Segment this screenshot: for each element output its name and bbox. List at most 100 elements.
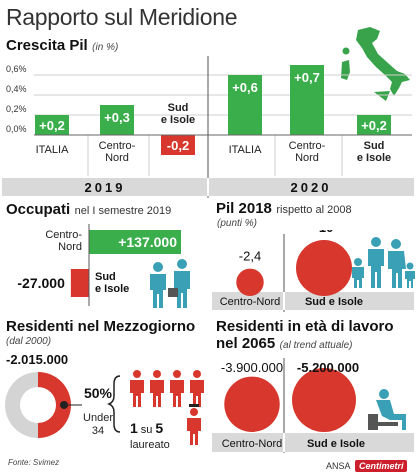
person-head	[371, 237, 381, 247]
category-band	[212, 292, 414, 310]
under34-age: 34	[92, 425, 104, 437]
residenti-mezzogiorno-subtitle: (dal 2000)	[6, 336, 52, 347]
category-label: Sud e Isole	[161, 102, 195, 126]
person-icon	[150, 370, 164, 407]
child-head	[406, 262, 414, 270]
person-icon	[190, 370, 204, 407]
sicily-shape	[374, 91, 390, 101]
category-label-line: Sud	[168, 102, 189, 114]
person-head	[133, 370, 141, 378]
category-label: Centro-Nord	[289, 140, 326, 164]
person-body	[368, 249, 384, 288]
pil2018-chart: -2,4 Centro-Nord -10 Sud e Isole	[212, 230, 415, 312]
child-body	[352, 267, 364, 288]
child-body	[405, 271, 415, 288]
category-label-line: e Isole	[357, 152, 391, 164]
worker-head	[177, 259, 187, 269]
bubble-value-label: -10	[315, 230, 334, 235]
bar-value-label: +0,2	[39, 118, 65, 133]
bar-value-label: +0,3	[104, 110, 130, 125]
person-body	[388, 251, 406, 288]
residenti-mezzogiorno-value: -2.015.000	[6, 352, 69, 367]
residenti-mezzogiorno-title: Residenti nel Mezzogiorno	[6, 318, 196, 335]
category-label-line: Centro-	[99, 140, 136, 152]
category-label-line: Sud	[95, 271, 116, 283]
category-label: Sud e Isole	[95, 271, 129, 295]
y-tick-label: 0,2%	[6, 104, 27, 114]
y-tick-label: 0,4%	[6, 84, 27, 94]
bar	[89, 230, 181, 254]
residenti-2065-title-line1: Residenti in età di lavoro	[216, 318, 394, 335]
chair-seat	[368, 422, 398, 426]
under34-label: Under	[83, 412, 113, 424]
category-label-line: Nord	[58, 241, 82, 253]
category-label: Centro-Nord	[45, 229, 82, 253]
bar-value-label: +0,7	[294, 70, 320, 85]
person-head	[379, 389, 389, 399]
person-icon	[130, 370, 144, 407]
corsica-shape	[342, 47, 350, 55]
category-label: Centro-Nord	[222, 438, 283, 450]
briefcase	[168, 288, 178, 297]
category-label-line: Nord	[105, 152, 129, 164]
bubble	[224, 376, 280, 432]
person-body	[170, 380, 184, 407]
laureati-one: 1	[130, 420, 138, 436]
year-label: 2020	[291, 180, 332, 195]
occupati-chart: +137.000 Centro-Nord -27.000 Sud e Isole	[17, 224, 190, 308]
bar-value-label: -0,2	[167, 138, 189, 153]
residenti-2065-chart: -3.900.000 Centro-Nord -5.200.000 Sud e Iso…	[212, 358, 414, 453]
crescita-chart: 0,6% 0,4% 0,2% 0,0% 2019 +0,2 ITALIA +0,3 Centro…	[2, 56, 414, 198]
bubble-value-label: -2,4	[239, 249, 261, 264]
pil2018-unit: (punti %)	[217, 218, 258, 229]
footer-brand: ANSA Centimetri	[326, 456, 408, 474]
person-head	[153, 370, 161, 378]
person-head	[391, 239, 401, 249]
person-head	[193, 370, 201, 378]
year-label: 2019	[85, 180, 126, 195]
person-body	[150, 380, 164, 407]
bar	[70, 269, 89, 297]
category-label-line: e Isole	[95, 283, 129, 295]
category-label: ITALIA	[36, 144, 69, 156]
footer-source: Fonte: Svimez	[8, 458, 60, 467]
occupati-subtitle: nel I semestre 2019	[74, 205, 172, 217]
seated-person-icon	[368, 389, 406, 430]
y-tick-label: 0,6%	[6, 64, 27, 74]
bar-value-label: +0,6	[232, 80, 258, 95]
category-label: Sud e Isole	[357, 140, 391, 164]
category-label: ITALIA	[229, 144, 262, 156]
person-head	[190, 408, 198, 416]
bar	[100, 105, 134, 135]
family-icon	[352, 237, 415, 288]
bar	[290, 65, 324, 135]
category-label-line: Sud	[364, 140, 385, 152]
pie-slice	[38, 372, 71, 438]
bar-value-label: +0,2	[361, 118, 387, 133]
laureati-ratio: 1 su 5	[130, 420, 163, 436]
bar	[228, 75, 262, 135]
graduate-person-icon	[187, 404, 201, 445]
italy-peninsula-shape	[356, 27, 410, 96]
category-label-line: ITALIA	[36, 144, 69, 156]
pie-slice	[5, 372, 38, 438]
category-band	[212, 433, 414, 452]
bar	[161, 135, 195, 155]
occupati-header: Occupati nel I semestre 2019	[6, 201, 171, 219]
brace	[106, 375, 121, 433]
pil2018-subtitle: rispetto al 2008	[276, 204, 352, 216]
graduate-cap	[189, 404, 199, 407]
category-label: Sud e Isole	[307, 438, 365, 450]
bubble-value-label: -5.200.000	[297, 360, 359, 375]
footer-centimetri-logo: Centimetri	[354, 460, 408, 472]
laureati-label: laureato	[130, 439, 170, 451]
person-body	[376, 400, 406, 430]
crescita-unit: (in %)	[92, 42, 119, 53]
category-label-line: e Isole	[161, 114, 195, 126]
bar	[357, 115, 391, 135]
category-label-line: Nord	[295, 152, 319, 164]
person-body	[130, 380, 144, 407]
bar-value-label: +137.000	[118, 234, 177, 250]
workers-icon	[150, 259, 190, 308]
